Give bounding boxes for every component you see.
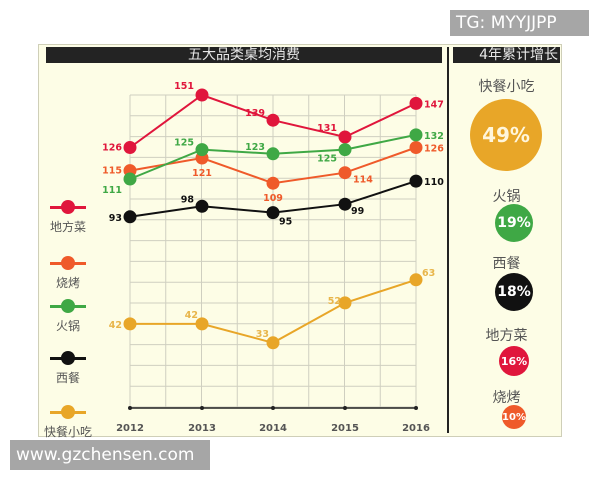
data-label: 99 — [351, 206, 364, 217]
x-tick-label: 2013 — [188, 423, 216, 434]
data-point — [409, 174, 423, 188]
data-point — [266, 113, 280, 127]
data-point — [195, 317, 209, 331]
data-point — [195, 199, 209, 213]
growth-label: 西餐 — [492, 256, 521, 272]
data-label: 151 — [174, 81, 194, 92]
growth-badge: 18% — [495, 273, 533, 311]
data-label: 139 — [245, 108, 265, 119]
data-point — [266, 336, 280, 350]
data-point — [266, 206, 280, 220]
legend-label: 火锅 — [55, 319, 80, 333]
growth-badge: 49% — [470, 99, 542, 171]
legend-marker-icon — [61, 256, 75, 270]
growth-panel-title: 4年累计增长 — [453, 47, 560, 63]
x-tick-label: 2012 — [116, 423, 144, 434]
x-tick-label: 2015 — [331, 423, 359, 434]
data-label: 123 — [245, 142, 265, 153]
data-point — [338, 166, 352, 180]
legend-label: 快餐小吃 — [43, 425, 92, 439]
data-label: 115 — [102, 166, 122, 177]
data-label: 95 — [279, 217, 292, 228]
growth-badge: 19% — [495, 204, 533, 242]
growth-label: 地方菜 — [485, 328, 528, 344]
legend-item: 火锅 — [46, 297, 90, 333]
data-label: 132 — [424, 131, 444, 142]
legend-label: 西餐 — [55, 371, 80, 385]
data-point — [123, 172, 137, 186]
data-label: 33 — [256, 329, 269, 340]
data-label: 98 — [181, 194, 195, 205]
data-point — [409, 96, 423, 110]
data-point — [123, 317, 137, 331]
data-label: 121 — [192, 168, 212, 179]
data-label: 125 — [317, 154, 337, 165]
data-label: 147 — [424, 99, 444, 110]
legend-item: 西餐 — [46, 349, 90, 385]
growth-label: 火锅 — [492, 189, 521, 205]
data-label: 63 — [422, 268, 435, 279]
growth-badge: 10% — [502, 405, 526, 429]
growth-badge: 16% — [499, 346, 529, 376]
watermark-bottom: www.gzchensen.com — [10, 440, 210, 470]
x-tick-label: 2014 — [259, 423, 287, 434]
data-point — [266, 147, 280, 161]
data-label: 131 — [317, 123, 337, 134]
series-地方菜: 126 151 139 131 147 — [102, 81, 444, 154]
series-烧烤: 115 121 109 114 126 — [102, 141, 444, 204]
data-point — [409, 273, 423, 287]
data-point — [338, 197, 352, 211]
panel-divider — [447, 47, 449, 433]
data-point — [409, 128, 423, 142]
data-label: 52 — [328, 296, 341, 307]
legend-label: 地方菜 — [49, 220, 86, 234]
data-label: 111 — [102, 185, 122, 196]
data-label: 126 — [424, 144, 444, 155]
grid — [129, 94, 417, 408]
chart-title: 五大品类桌均消费 — [46, 47, 442, 63]
data-label: 109 — [263, 193, 283, 204]
legend-item: 快餐小吃 — [44, 403, 92, 439]
data-label: 42 — [109, 320, 122, 331]
series-快餐小吃: 42 42 33 52 63 — [109, 268, 435, 350]
data-label: 114 — [353, 175, 373, 186]
growth-label: 快餐小吃 — [478, 79, 535, 95]
data-label: 110 — [424, 177, 444, 188]
data-label: 42 — [185, 310, 198, 321]
legend-label: 烧烤 — [55, 276, 80, 290]
legend-item: 地方菜 — [46, 198, 90, 234]
data-point — [266, 176, 280, 190]
data-point — [338, 296, 352, 310]
legend-marker-icon — [61, 351, 75, 365]
legend-marker-icon — [61, 200, 75, 214]
series-西餐: 93 98 95 99 110 — [109, 174, 444, 228]
data-label: 93 — [109, 213, 122, 224]
legend-item: 烧烤 — [46, 254, 90, 290]
series-火锅: 111 125 123 125 132 — [102, 128, 444, 196]
data-point — [338, 143, 352, 157]
data-point — [123, 210, 137, 224]
legend-marker-icon — [61, 299, 75, 313]
legend-marker-icon — [61, 405, 75, 419]
watermark-top: TG: MYYJJPP — [450, 10, 589, 36]
data-point — [409, 141, 423, 154]
data-point — [195, 88, 209, 102]
data-label: 125 — [174, 138, 194, 149]
data-point — [195, 143, 209, 157]
x-tick-label: 2016 — [402, 423, 430, 434]
data-point — [123, 141, 137, 154]
data-label: 126 — [102, 143, 122, 154]
data-point — [338, 130, 352, 144]
growth-label: 烧烤 — [492, 390, 521, 406]
